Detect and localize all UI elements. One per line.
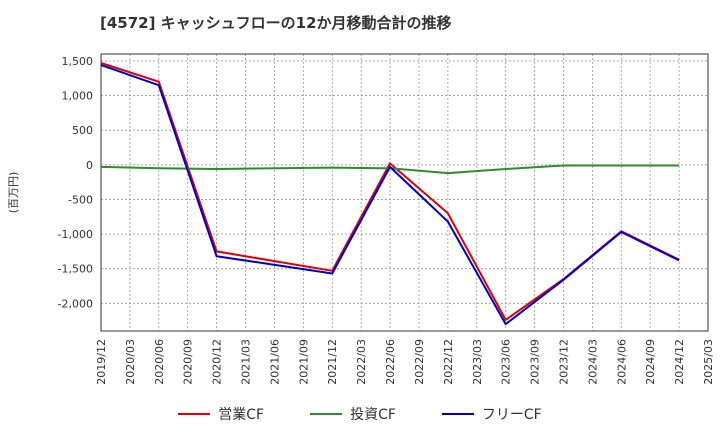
x-tick-label: 2020/12: [211, 339, 224, 385]
x-tick-label: 2023/09: [529, 339, 542, 385]
x-tick-label: 2021/09: [297, 339, 310, 385]
x-tick-label: 2021/03: [240, 339, 253, 385]
x-tick-label: 2025/03: [702, 339, 715, 385]
x-tick-label: 2022/12: [442, 339, 455, 385]
legend-item-free-cf: フリーCF: [441, 404, 542, 424]
x-tick-label: 2024/09: [644, 339, 657, 385]
x-tick-label: 2023/12: [557, 339, 570, 385]
legend-swatch-free-cf: [441, 413, 474, 415]
legend-item-investing-cf: 投資CF: [310, 404, 396, 424]
y-tick-label: 1,000: [62, 90, 94, 103]
x-tick-label: 2020/06: [153, 339, 166, 385]
legend-swatch-investing-cf: [310, 413, 343, 415]
x-tick-label: 2024/03: [586, 339, 599, 385]
x-tick-label: 2019/12: [95, 339, 108, 385]
x-tick-label: 2022/09: [413, 339, 426, 385]
x-tick-label: 2023/06: [500, 339, 513, 385]
y-tick-label: -1,500: [58, 263, 93, 276]
plot-frame: [100, 53, 709, 332]
x-tick-label: 2023/03: [471, 339, 484, 385]
chart-legend: 営業CF 投資CF フリーCF: [0, 402, 720, 426]
chart-title: [4572] キャッシュフローの12か月移動合計の推移: [100, 14, 452, 32]
legend-label-free-cf: フリーCF: [481, 407, 542, 423]
x-tick-label: 2022/06: [384, 339, 397, 385]
legend-label-operating-cf: 営業CF: [218, 407, 265, 423]
y-axis-label: (百万円): [7, 172, 20, 214]
x-tick-label: 2021/06: [268, 339, 281, 385]
series-line-free-cf: [100, 64, 680, 326]
x-tick-label: 2020/09: [182, 339, 195, 385]
y-tick-label: 500: [72, 124, 93, 137]
chart-plot: 1,500 1,000 500 0 -500 -1,000 -1,500 -2,000 2019…: [7, 53, 715, 385]
x-tick-label: 2024/12: [673, 339, 686, 385]
y-tick-label: 1,500: [62, 55, 94, 68]
y-tick-label: -2,000: [58, 297, 93, 310]
legend-item-operating-cf: 営業CF: [178, 404, 264, 424]
y-tick-label: 0: [86, 159, 93, 172]
x-tick-label: 2022/03: [355, 339, 368, 385]
x-tick-label: 2024/06: [615, 339, 628, 385]
x-tick-label: 2021/12: [326, 339, 339, 385]
y-tick-label: -1,000: [58, 228, 93, 241]
legend-swatch-operating-cf: [178, 413, 211, 415]
legend-label-investing-cf: 投資CF: [350, 407, 396, 423]
y-tick-label: -500: [68, 193, 93, 206]
x-tick-label: 2020/03: [124, 339, 137, 385]
